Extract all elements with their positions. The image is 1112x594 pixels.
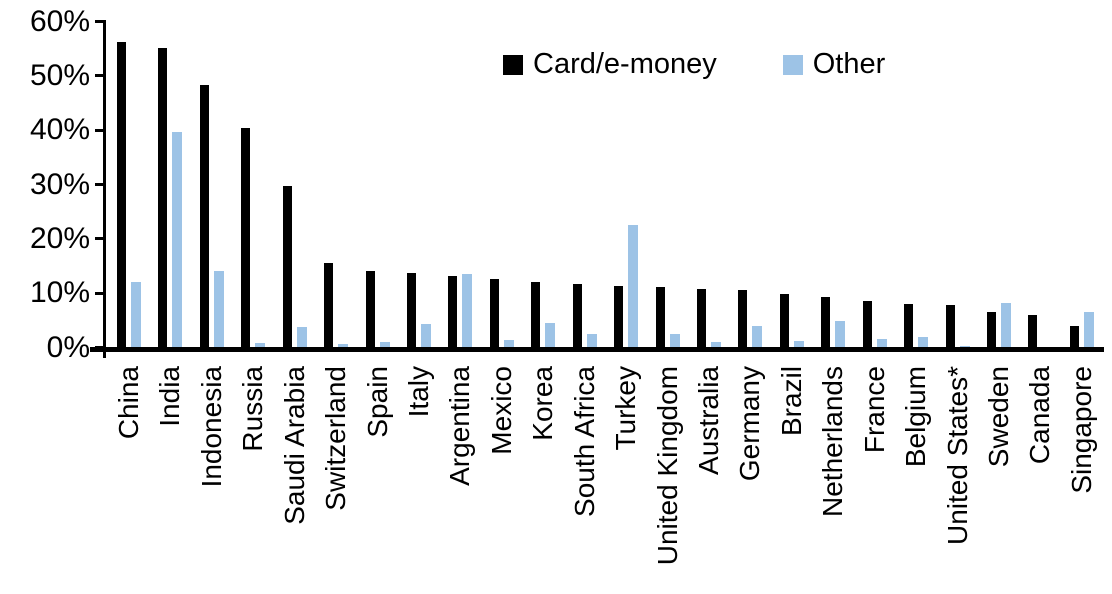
bar-other-china — [131, 281, 141, 348]
legend-swatch-other-icon — [782, 54, 803, 75]
bar-card-singapore — [1069, 326, 1079, 348]
bar-card-brazil — [779, 294, 789, 348]
bar-card-korea — [531, 281, 541, 348]
bar-card-sweden — [987, 312, 997, 348]
x-label-korea: Korea — [527, 366, 559, 441]
y-axis-tick — [95, 20, 104, 24]
bar-card-spain — [365, 270, 375, 348]
bar-other-russia — [255, 342, 266, 348]
bar-other-argentina — [462, 273, 473, 348]
bar-card-switzerland — [324, 263, 334, 348]
legend-label-card: Card/e-money — [533, 48, 717, 80]
x-label-argentina: Argentina — [444, 366, 476, 486]
bar-card-belgium — [904, 304, 914, 348]
bar-other-netherlands — [835, 321, 846, 348]
bar-other-singapore — [1083, 311, 1094, 348]
x-label-south-africa: South Africa — [568, 366, 600, 517]
bar-card-united-states — [945, 304, 955, 348]
x-label-germany: Germany — [734, 366, 766, 482]
bar-card-canada — [1028, 314, 1038, 348]
bar-other-south-africa — [586, 334, 597, 348]
bar-card-russia — [241, 128, 251, 348]
x-label-netherlands: Netherlands — [817, 366, 849, 517]
y-tick-label: 60% — [29, 4, 90, 38]
bar-card-saudi-arabia — [282, 186, 292, 348]
y-tick-label: 40% — [29, 113, 90, 147]
x-label-united-kingdom: United Kingdom — [651, 366, 683, 566]
bar-card-china — [117, 41, 126, 348]
x-label-singapore: Singapore — [1065, 366, 1097, 494]
bar-card-netherlands — [821, 296, 831, 348]
y-tick-label: 10% — [29, 276, 90, 310]
x-label-canada: Canada — [1024, 366, 1056, 465]
x-label-russia: Russia — [237, 366, 269, 452]
x-axis-line — [90, 347, 1104, 352]
bar-other-sweden — [1001, 302, 1012, 348]
y-tick-label: 50% — [29, 58, 90, 92]
x-label-indonesia: Indonesia — [195, 366, 227, 488]
y-tick-label: 0% — [46, 330, 90, 364]
y-tick-label: 30% — [29, 167, 90, 201]
bar-other-mexico — [503, 340, 514, 348]
x-label-spain: Spain — [361, 366, 393, 438]
y-axis-tick — [95, 291, 104, 295]
x-label-france: France — [858, 366, 890, 454]
bar-card-italy — [407, 272, 416, 348]
bar-other-korea — [545, 323, 556, 348]
bar-other-turkey — [628, 225, 639, 348]
bar-card-australia — [697, 288, 707, 348]
bar-card-indonesia — [199, 85, 209, 348]
x-label-italy: Italy — [403, 366, 434, 418]
bar-card-south-africa — [572, 284, 582, 348]
x-label-brazil: Brazil — [775, 366, 807, 437]
x-label-saudi-arabia: Saudi Arabia — [278, 366, 310, 525]
legend-item-card: Card/e-money — [503, 48, 717, 81]
bar-other-australia — [711, 342, 722, 348]
legend-swatch-card-icon — [503, 54, 523, 75]
x-label-australia: Australia — [693, 366, 725, 475]
y-axis-line — [103, 20, 106, 358]
bar-card-argentina — [448, 276, 458, 348]
y-tick-label: 20% — [29, 221, 90, 255]
x-label-china: China — [113, 366, 144, 440]
y-axis-tick — [95, 183, 104, 186]
x-label-united-states: United States* — [941, 366, 973, 545]
x-label-sweden: Sweden — [983, 366, 1015, 468]
bar-other-italy — [421, 323, 431, 348]
x-label-switzerland: Switzerland — [320, 366, 352, 511]
bar-other-united-kingdom — [669, 334, 680, 348]
x-label-turkey: Turkey — [610, 366, 642, 451]
bar-other-brazil — [793, 340, 804, 348]
bar-other-germany — [752, 326, 763, 348]
legend-label-other: Other — [812, 48, 886, 80]
bar-other-belgium — [918, 336, 929, 348]
x-label-belgium: Belgium — [900, 366, 932, 468]
y-axis-tick — [95, 128, 104, 132]
x-label-india: India — [154, 366, 186, 427]
bar-other-indonesia — [213, 270, 224, 348]
y-axis-tick — [95, 237, 104, 241]
x-label-mexico: Mexico — [485, 366, 517, 455]
bar-other-france — [876, 338, 887, 348]
bar-card-mexico — [489, 278, 499, 348]
bar-other-saudi-arabia — [296, 326, 307, 348]
bar-other-spain — [379, 342, 390, 348]
bar-card-germany — [738, 290, 748, 348]
bar-card-united-kingdom — [655, 286, 665, 348]
y-axis-tick — [95, 74, 104, 78]
chart-legend: Card/e-money Other — [503, 48, 885, 81]
y-axis-tick — [95, 346, 104, 349]
bar-card-france — [862, 300, 872, 348]
legend-item-other: Other — [782, 48, 886, 81]
bar-other-switzerland — [338, 343, 349, 348]
bar-card-turkey — [614, 285, 624, 348]
bar-other-united-states — [959, 346, 970, 348]
bar-card-india — [158, 48, 168, 348]
bar-other-india — [172, 131, 183, 348]
